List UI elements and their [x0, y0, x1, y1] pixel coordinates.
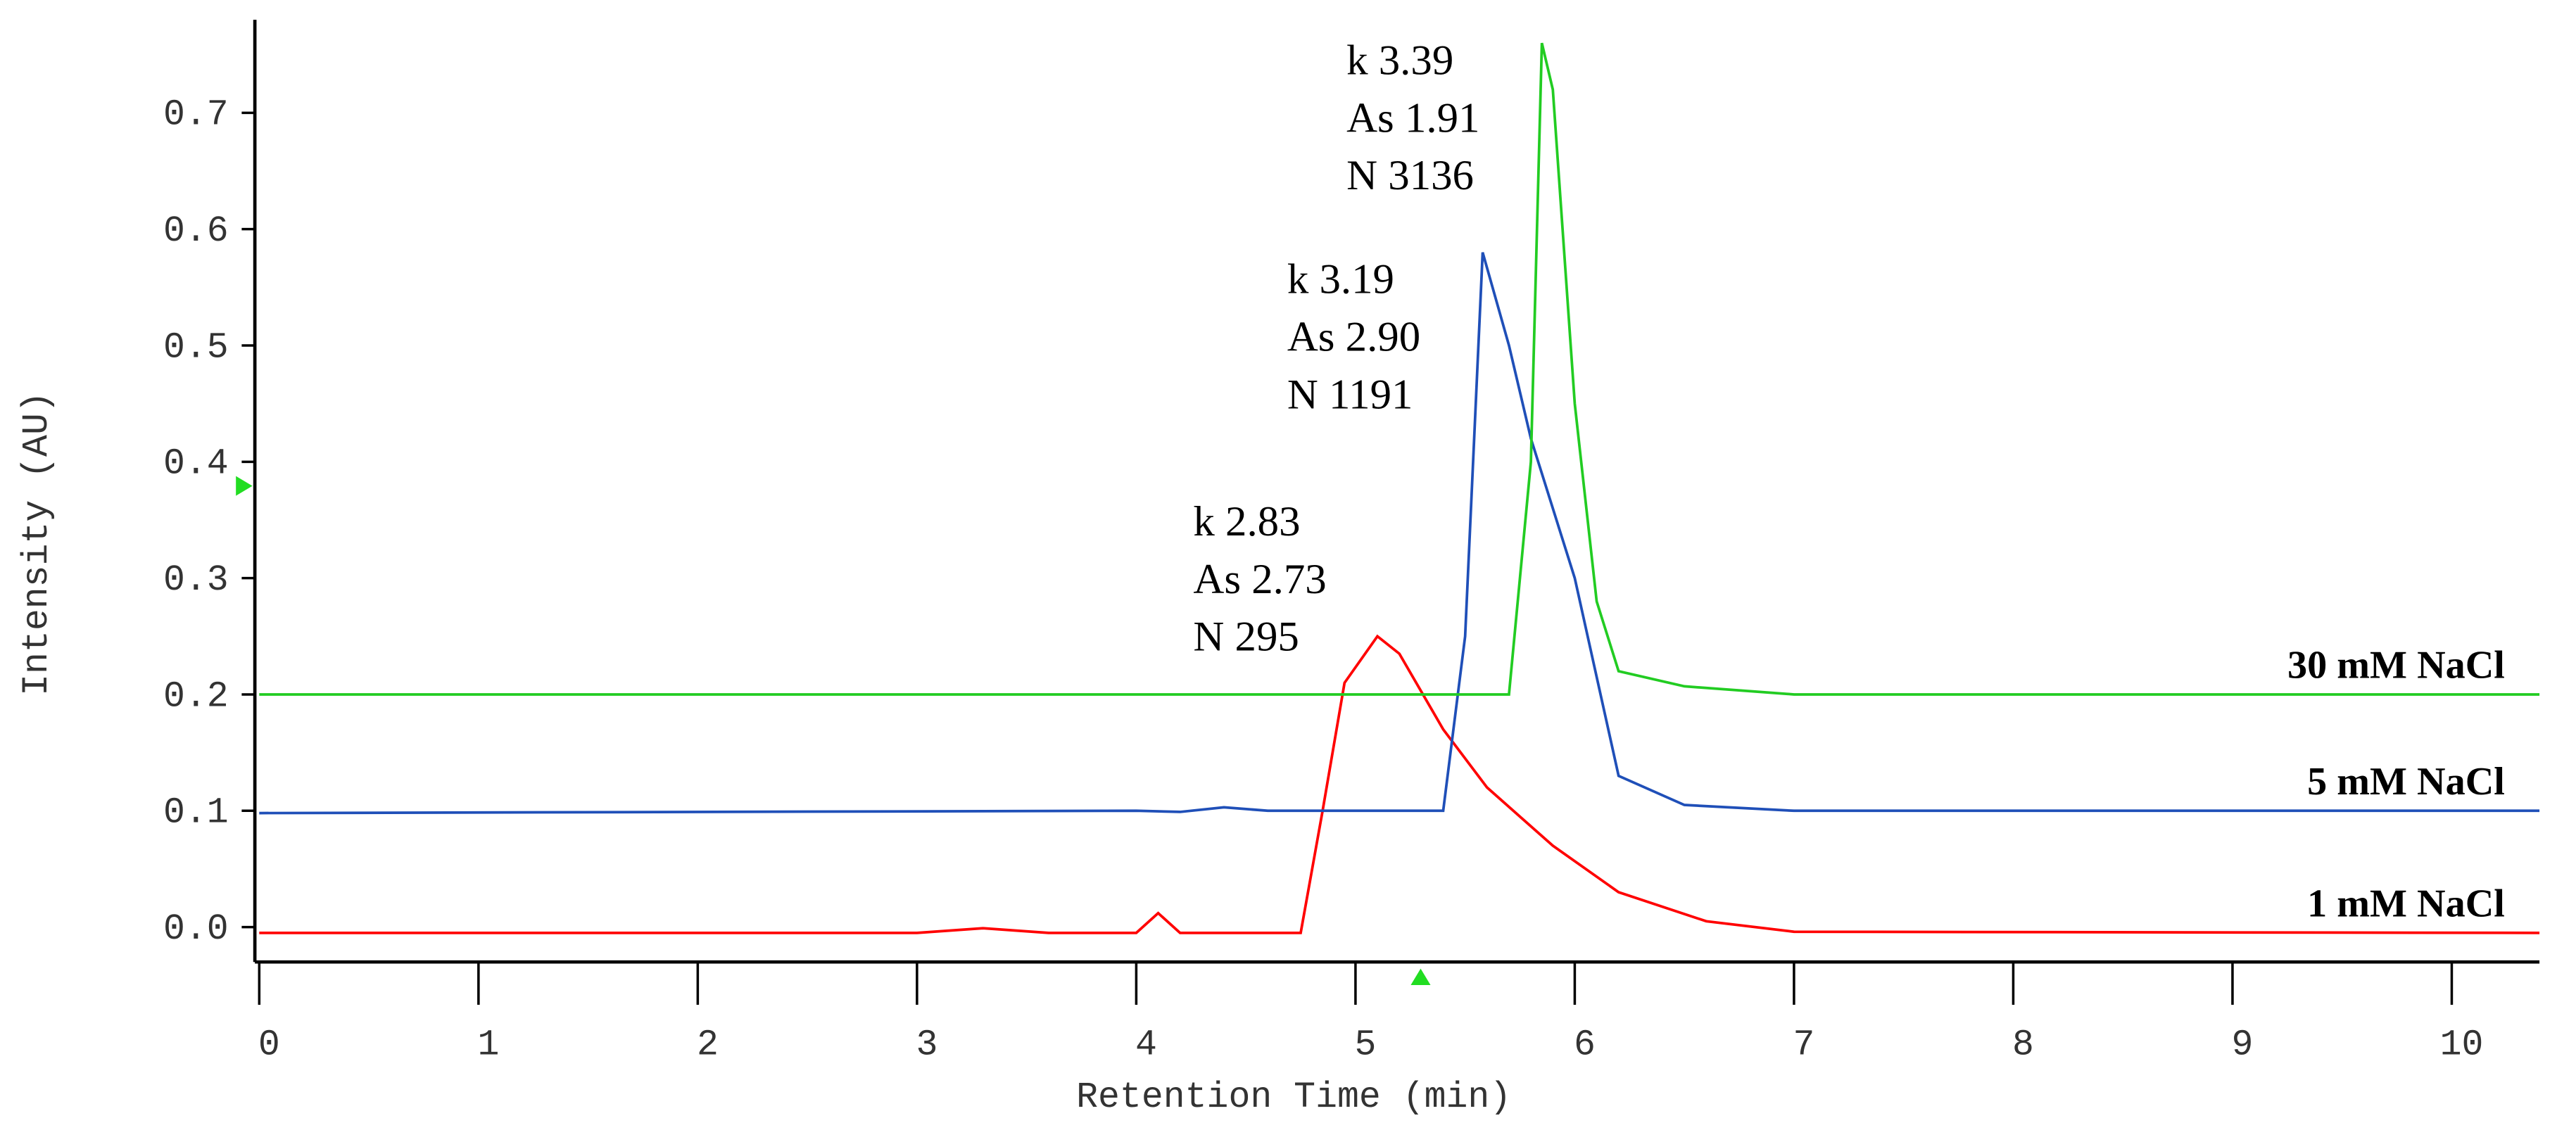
series-label: 5 mM NaCl — [2307, 760, 2505, 804]
y-tick-label: 0.7 — [163, 95, 229, 136]
x-tick-label: 5 — [1354, 1024, 1376, 1065]
series-label: 1 mM NaCl — [2307, 882, 2505, 925]
x-tick-label: 4 — [1135, 1024, 1157, 1065]
series-line — [259, 252, 2540, 815]
y-tick-label: 0.6 — [163, 211, 229, 252]
y-tick-label: 0.5 — [163, 327, 229, 368]
peak-annotation: N 3136 — [1346, 152, 1474, 199]
cursor-marker — [236, 476, 253, 496]
peak-annotation: N 1191 — [1287, 372, 1413, 419]
x-axis-title: Retention Time (min) — [1076, 1077, 1511, 1118]
x-tick-label: 2 — [697, 1024, 719, 1065]
y-tick-label: 0.3 — [163, 560, 229, 601]
y-tick-label: 0.1 — [163, 793, 229, 834]
peak-annotation: N 295 — [1193, 614, 1299, 661]
peak-annotation: As 1.91 — [1346, 94, 1479, 141]
x-tick-label: 1 — [477, 1024, 499, 1065]
x-tick-label: 0 — [258, 1024, 280, 1065]
cursor-marker — [1410, 968, 1431, 985]
series-label: 30 mM NaCl — [2287, 644, 2505, 687]
x-tick-label: 6 — [1574, 1024, 1596, 1065]
peak-annotation: k 3.19 — [1287, 256, 1394, 303]
y-tick-label: 0.0 — [163, 909, 229, 950]
series-line — [259, 634, 2540, 934]
x-tick-label: 9 — [2232, 1024, 2254, 1065]
peak-annotation: k 3.39 — [1346, 37, 1453, 84]
y-tick-label: 0.4 — [163, 444, 229, 485]
y-tick-label: 0.2 — [163, 676, 229, 717]
peak-annotation: As 2.90 — [1287, 314, 1420, 361]
series-line — [259, 42, 2540, 696]
x-tick-label: 10 — [2440, 1024, 2484, 1065]
peak-annotation: k 2.83 — [1193, 498, 1300, 545]
x-tick-label: 8 — [2012, 1024, 2034, 1065]
x-tick-label: 3 — [916, 1024, 937, 1065]
x-tick-label: 7 — [1793, 1024, 1815, 1065]
y-axis-title: Intensity (AU) — [17, 391, 58, 696]
peak-annotation: As 2.73 — [1193, 556, 1326, 603]
